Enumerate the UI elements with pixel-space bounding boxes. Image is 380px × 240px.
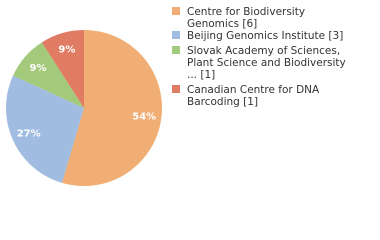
pie-slice bbox=[13, 42, 84, 108]
legend-label: Canadian Centre for DNA Barcoding [1] bbox=[187, 84, 320, 108]
slice-label: 27% bbox=[17, 128, 41, 139]
legend-label: Centre for Biodiversity Genomics [6] bbox=[187, 6, 306, 30]
pie-slice bbox=[62, 30, 162, 186]
legend-item: Canadian Centre for DNA Barcoding [1] bbox=[172, 84, 352, 108]
legend-swatch bbox=[172, 85, 180, 93]
slice-label: 9% bbox=[30, 63, 47, 74]
slice-label: 54% bbox=[132, 112, 156, 123]
legend-label: Slovak Academy of Sciences, Plant Scienc… bbox=[187, 45, 346, 81]
pie-slice bbox=[5, 75, 85, 183]
pie: 54% 27% 9% 9% bbox=[5, 30, 162, 186]
legend-label: Beijing Genomics Institute [3] bbox=[187, 30, 344, 42]
legend-item: Slovak Academy of Sciences, Plant Scienc… bbox=[172, 45, 352, 81]
slice-label: 9% bbox=[58, 45, 75, 56]
legend-swatch bbox=[172, 46, 180, 54]
legend-swatch bbox=[172, 31, 180, 39]
pie-slice bbox=[41, 30, 84, 108]
legend-item: Beijing Genomics Institute [3] bbox=[172, 30, 352, 42]
legend-item: Centre for Biodiversity Genomics [6] bbox=[172, 6, 352, 30]
legend-swatch bbox=[172, 7, 180, 15]
